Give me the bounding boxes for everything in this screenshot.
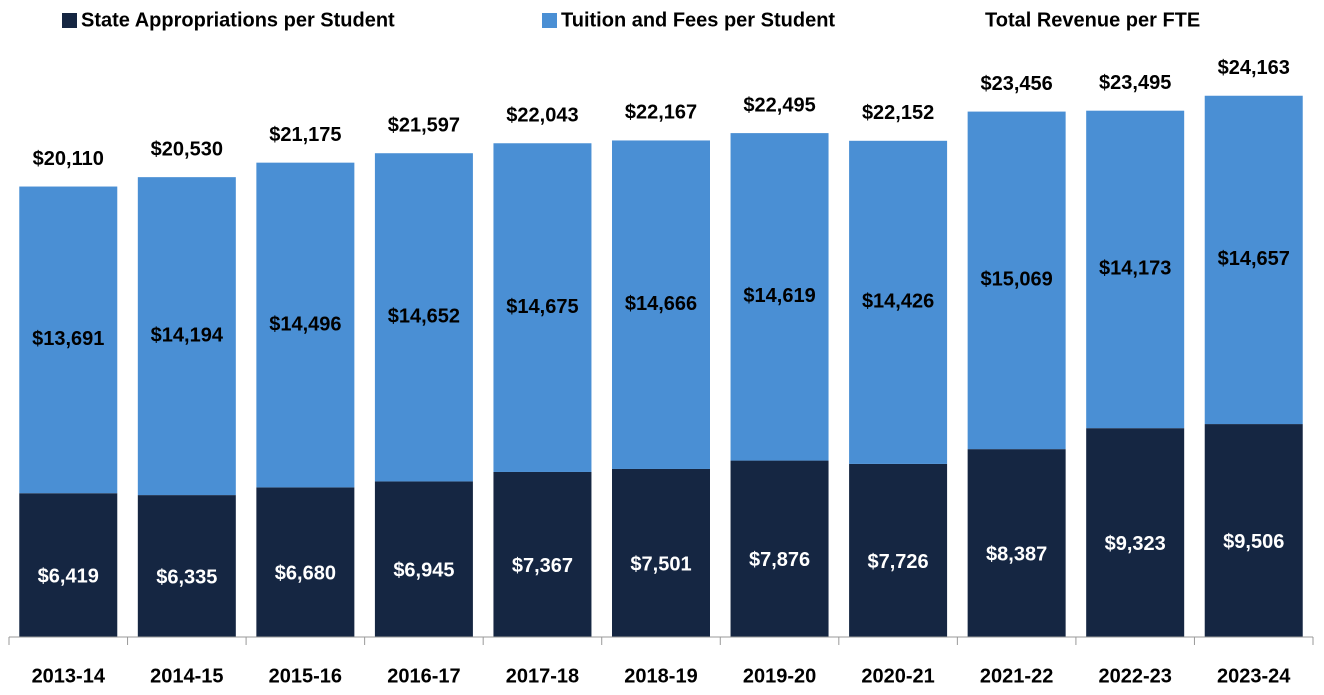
bar-segment: [137, 495, 236, 637]
bar-segment: [1204, 95, 1303, 425]
bar-segment: [1086, 110, 1185, 429]
bar-segment: [849, 463, 948, 637]
bar-value-label: $14,657: [1218, 248, 1290, 270]
bar-segment: [967, 111, 1066, 450]
bar-value-label: $13,691: [32, 328, 104, 350]
bar-value-label: $7,501: [630, 553, 691, 575]
total-label: $20,530: [151, 138, 223, 160]
bar-value-label: $14,652: [388, 306, 460, 328]
total-label: $23,495: [1099, 72, 1171, 94]
bar-value-label: $14,675: [506, 296, 578, 318]
bar-value-label: $14,173: [1099, 258, 1171, 280]
x-tick-label: 2016-17: [387, 665, 460, 687]
x-tick-label: 2015-16: [269, 665, 342, 687]
total-label: $22,167: [625, 102, 697, 124]
bar-segment: [967, 449, 1066, 637]
bar-segment: [493, 143, 592, 472]
x-tick-label: 2022-23: [1098, 665, 1171, 687]
total-label: $24,163: [1218, 57, 1290, 79]
x-tick-label: 2017-18: [506, 665, 579, 687]
bar-value-label: $7,726: [868, 551, 929, 573]
bar-value-label: $6,680: [275, 562, 336, 584]
bar-value-label: $6,419: [38, 565, 99, 587]
bar-segment: [374, 153, 473, 482]
bar-value-label: $6,335: [156, 566, 217, 588]
total-label: $21,175: [269, 124, 341, 146]
bar-value-label: $8,387: [986, 543, 1047, 565]
x-tick-label: 2019-20: [743, 665, 816, 687]
bar-value-label: $14,496: [269, 313, 341, 335]
bar-segment: [256, 487, 355, 637]
bar-value-label: $9,323: [1105, 533, 1166, 555]
bar-segment: [19, 493, 118, 637]
bar-segment: [374, 481, 473, 637]
bar-value-label: $14,194: [151, 324, 224, 346]
x-tick-label: 2018-19: [624, 665, 697, 687]
x-tick-label: 2013-14: [32, 665, 106, 687]
x-tick-label: 2023-24: [1217, 665, 1291, 687]
bar-value-label: $9,506: [1223, 531, 1284, 553]
legend-label: State Appropriations per Student: [81, 9, 395, 31]
bar-value-label: $14,426: [862, 291, 934, 313]
total-label: $20,110: [33, 148, 104, 170]
bar-segment: [256, 162, 355, 488]
bar-value-label: $14,619: [743, 285, 815, 307]
legend-label: Tuition and Fees per Student: [561, 9, 835, 31]
bar-segment: [730, 133, 829, 461]
x-tick-label: 2014-15: [150, 665, 223, 687]
total-label: $23,456: [980, 73, 1052, 95]
bar-segment: [612, 468, 710, 637]
x-tick-label: 2021-22: [980, 665, 1053, 687]
legend-swatch: [542, 13, 557, 28]
total-label: $22,043: [506, 105, 578, 127]
legend-label: Total Revenue per FTE: [985, 9, 1200, 31]
bar-segment: [730, 460, 829, 637]
bar-segment: [849, 140, 948, 464]
bar-segment: [493, 471, 592, 637]
x-tick-label: 2020-21: [861, 665, 934, 687]
bar-value-label: $14,666: [625, 293, 697, 315]
bar-value-label: $6,945: [393, 559, 454, 581]
total-label: $22,152: [862, 102, 934, 124]
total-label: $21,597: [388, 115, 460, 137]
bar-segment: [19, 186, 118, 494]
total-label: $22,495: [743, 94, 815, 116]
bar-segment: [612, 140, 710, 469]
bar-segment: [137, 177, 236, 496]
bar-segment: [1086, 428, 1185, 637]
bar-value-label: $7,876: [749, 549, 810, 571]
bar-value-label: $7,367: [512, 555, 573, 577]
legend-swatch: [62, 13, 77, 28]
bar-segment: [1204, 424, 1303, 637]
bar-value-label: $15,069: [980, 269, 1052, 291]
